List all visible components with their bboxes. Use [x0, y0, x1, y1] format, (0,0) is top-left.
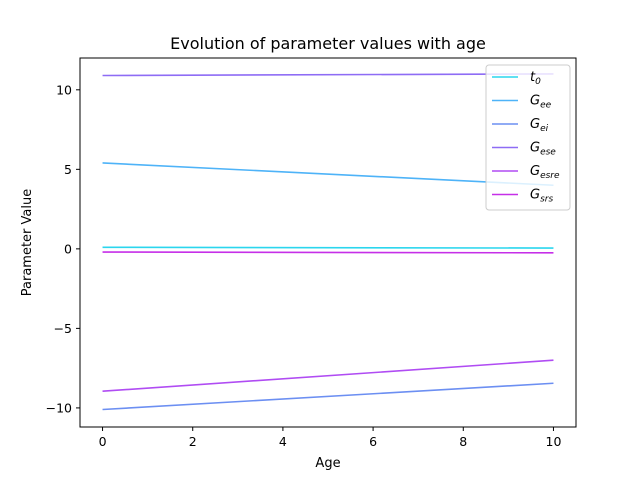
x-tick-label: 0	[99, 434, 107, 449]
x-axis: 0 2 4 6 8 10	[99, 427, 562, 449]
legend-entry-label: t0	[530, 70, 541, 87]
series-line-g-srs	[102, 251, 554, 254]
x-tick-label: 6	[369, 434, 377, 449]
legend-entry-label: Gee	[530, 94, 552, 111]
legend-entry-label: Gei	[530, 117, 549, 134]
legend: t0 Gee Gei Gese Gesre Gsrs	[485, 64, 571, 211]
x-tick-label: 8	[459, 434, 467, 449]
legend-entry-label: Gese	[530, 141, 556, 158]
legend-box	[485, 64, 571, 211]
y-tick-label: 5	[64, 162, 72, 177]
series-line-g-esre	[102, 359, 554, 393]
y-tick-label: 0	[64, 241, 72, 256]
y-axis-label: Parameter Value	[20, 189, 35, 296]
x-tick-label: 4	[279, 434, 287, 449]
legend-entry-label: Gsrs	[530, 188, 553, 205]
y-tick-label: −5	[54, 321, 72, 336]
series-line-g-ee	[102, 162, 554, 187]
x-tick-label: 2	[189, 434, 197, 449]
x-axis-label: Age	[315, 456, 340, 471]
legend-entry-label: Gesre	[530, 164, 560, 181]
series-line-g-ese	[102, 73, 554, 77]
x-tick-label: 10	[546, 434, 562, 449]
axes-frame	[79, 57, 577, 428]
y-axis: −10 −5 0 5 10	[46, 82, 80, 415]
series-line-t-0	[102, 246, 554, 249]
series-line-g-ei	[102, 382, 554, 411]
y-tick-label: 10	[56, 82, 72, 97]
chart-title: Evolution of parameter values with age	[170, 34, 486, 53]
plot-area	[102, 73, 554, 411]
y-tick-label: −10	[46, 400, 72, 415]
